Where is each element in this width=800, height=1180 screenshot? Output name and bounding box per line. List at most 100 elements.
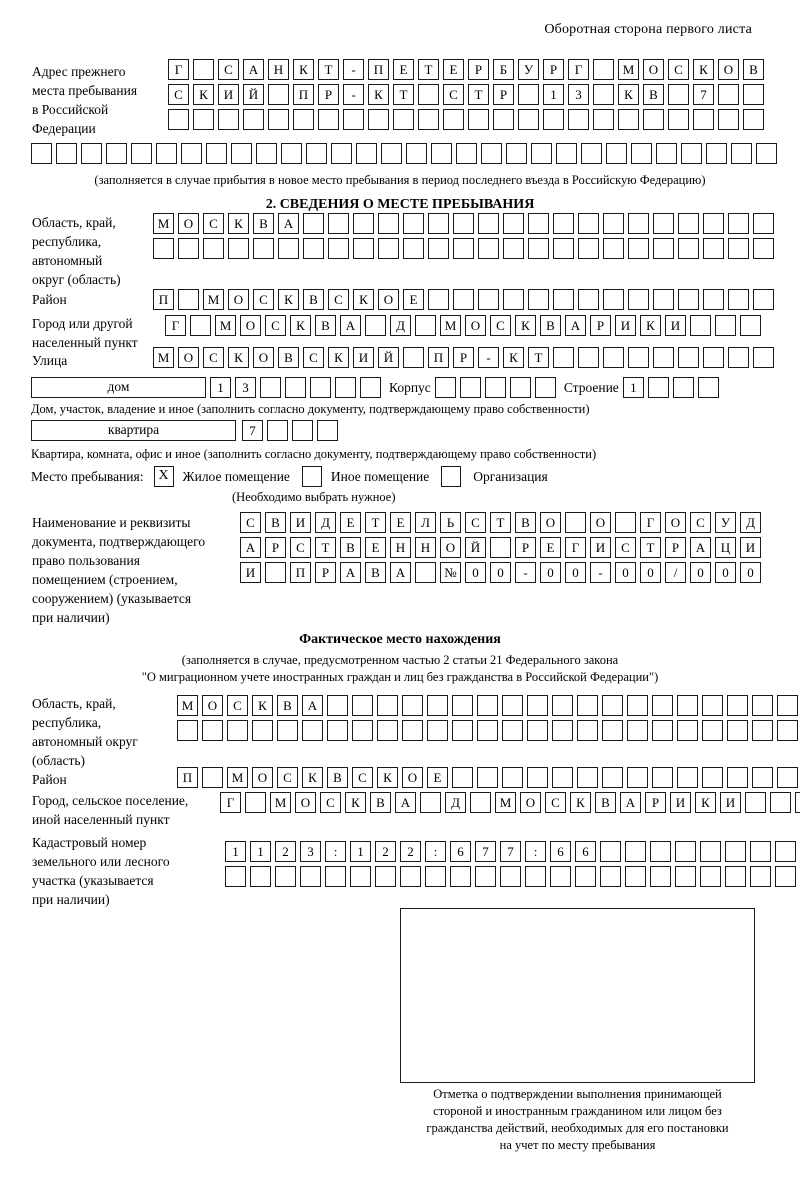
prev-address-row-1-cell-4[interactable]: А <box>243 59 264 80</box>
house-number-cells-cell-3[interactable] <box>260 377 281 398</box>
section2-city-row-1-cell-22[interactable] <box>690 315 711 336</box>
prev-address-row-2-cell-15[interactable] <box>518 84 539 105</box>
actual-district-row-1-cell-16[interactable] <box>552 767 573 788</box>
section2-district-row-1-cell-13[interactable] <box>453 289 474 310</box>
korpus-cells-cell-3[interactable] <box>484 377 506 398</box>
prev-address-row-2-cell-1[interactable]: С <box>168 84 189 105</box>
prev-address-row-1-cell-10[interactable]: Е <box>393 59 414 80</box>
actual-district-row-1-cell-20[interactable] <box>652 767 673 788</box>
actual-region-row-1-cell-3[interactable]: С <box>227 695 248 716</box>
actual-region-row-1-cell-7[interactable] <box>327 695 348 716</box>
document-row-2-cell-9[interactable]: О <box>440 537 461 558</box>
actual-region-row-2-cell-3[interactable] <box>227 720 248 741</box>
flat-number-cells-cell-3[interactable] <box>292 420 313 441</box>
prev-address-row-3-cell-20[interactable] <box>643 109 664 130</box>
actual-region-row-2-cell-2[interactable] <box>202 720 223 741</box>
prev-address-row-4-cell-28[interactable] <box>706 143 727 164</box>
document-row-2-cell-14[interactable]: Г <box>565 537 586 558</box>
korpus-cells-cell-4[interactable] <box>509 377 531 398</box>
actual-city-row-1-cell-6[interactable]: К <box>345 792 366 813</box>
document-row-1-cell-2[interactable]: В <box>265 512 286 533</box>
prev-address-row-1-cell-11[interactable]: Т <box>418 59 439 80</box>
section2-region-row-1-cell-3[interactable]: С <box>203 213 224 234</box>
document-row-3-cell-15[interactable]: - <box>590 562 611 583</box>
actual-region-row-2-cell-15[interactable] <box>527 720 548 741</box>
cadastral-row-2-cell-9[interactable] <box>425 866 446 887</box>
prev-address-row-2-cell-17[interactable]: 3 <box>568 84 589 105</box>
section2-region-row-2-cell-7[interactable] <box>303 238 324 259</box>
section2-region-row-1-cell-17[interactable] <box>553 213 574 234</box>
prev-address-row-3-cell-4[interactable] <box>243 109 264 130</box>
house-number-cells-cell-1[interactable]: 1 <box>210 377 231 398</box>
document-row-2-cell-19[interactable]: А <box>690 537 711 558</box>
section2-street-row-1-cell-23[interactable] <box>703 347 724 368</box>
section2-street-row-1-cell-1[interactable]: М <box>153 347 174 368</box>
document-row-2-cell-15[interactable]: И <box>590 537 611 558</box>
prev-address-row-4-cell-3[interactable] <box>81 143 102 164</box>
section2-district-row-1-cell-22[interactable] <box>678 289 699 310</box>
prev-address-row-1-cell-20[interactable]: О <box>643 59 664 80</box>
cadastral-row-1-cell-18[interactable] <box>650 841 671 862</box>
prev-address-row-1-cell-2[interactable] <box>193 59 214 80</box>
korpus-cells-cell-5[interactable] <box>534 377 556 398</box>
cadastral-row-2-cell-19[interactable] <box>675 866 696 887</box>
section2-city-row-1-cell-3[interactable]: М <box>215 315 236 336</box>
section2-region-row-2-cell-3[interactable] <box>203 238 224 259</box>
section2-street-row-1-cell-18[interactable] <box>578 347 599 368</box>
cadastral-row-1-cell-17[interactable] <box>625 841 646 862</box>
section2-street-row-1-cell-15[interactable]: К <box>503 347 524 368</box>
actual-district-row-1-cell-21[interactable] <box>677 767 698 788</box>
prev-address-row-4-cell-29[interactable] <box>731 143 752 164</box>
actual-region-row-2-cell-8[interactable] <box>352 720 373 741</box>
section2-district-row-1-cell-20[interactable] <box>628 289 649 310</box>
section2-district-row-1-cell-18[interactable] <box>578 289 599 310</box>
section2-region-row-2-cell-8[interactable] <box>328 238 349 259</box>
actual-region-row-2-cell-6[interactable] <box>302 720 323 741</box>
prev-address-row-1-cell-21[interactable]: С <box>668 59 689 80</box>
actual-region-row-2-cell-5[interactable] <box>277 720 298 741</box>
document-row-2-cell-5[interactable]: В <box>340 537 361 558</box>
prev-address-row-1-cell-12[interactable]: Е <box>443 59 464 80</box>
prev-address-row-3-cell-18[interactable] <box>593 109 614 130</box>
flat-number-cells-cell-1[interactable]: 7 <box>242 420 263 441</box>
prev-address-row-4-cell-25[interactable] <box>631 143 652 164</box>
actual-district-row-1-cell-4[interactable]: О <box>252 767 273 788</box>
document-row-3-cell-4[interactable]: Р <box>315 562 336 583</box>
section2-region-row-1-cell-4[interactable]: К <box>228 213 249 234</box>
prev-address-row-2-cell-2[interactable]: К <box>193 84 214 105</box>
section2-city-row-1-cell-12[interactable]: М <box>440 315 461 336</box>
cadastral-row-2-cell-13[interactable] <box>525 866 546 887</box>
document-row-1-cell-18[interactable]: О <box>665 512 686 533</box>
prev-address-row-4-cell-21[interactable] <box>531 143 552 164</box>
document-row-2-cell-6[interactable]: Е <box>365 537 386 558</box>
actual-city-row-1-cell-14[interactable]: С <box>545 792 566 813</box>
actual-region-row-1-cell-25[interactable] <box>777 695 798 716</box>
document-row-1-cell-20[interactable]: У <box>715 512 736 533</box>
prev-address-row-4-cell-18[interactable] <box>456 143 477 164</box>
actual-city-row-1-cell-12[interactable]: М <box>495 792 516 813</box>
prev-address-row-3-cell-16[interactable] <box>543 109 564 130</box>
document-row-1-cell-16[interactable] <box>615 512 636 533</box>
section2-district-row-1-cell-5[interactable]: С <box>253 289 274 310</box>
section2-region-row-1-cell-20[interactable] <box>628 213 649 234</box>
section2-city-row-1-cell-10[interactable]: Д <box>390 315 411 336</box>
document-row-3-cell-17[interactable]: 0 <box>640 562 661 583</box>
prev-address-row-2-cell-22[interactable]: 7 <box>693 84 714 105</box>
cadastral-row-1-cell-22[interactable] <box>750 841 771 862</box>
actual-district-row-1-cell-11[interactable]: Е <box>427 767 448 788</box>
section2-city-row-1-cell-5[interactable]: С <box>265 315 286 336</box>
actual-region-row-2-cell-7[interactable] <box>327 720 348 741</box>
actual-city-row-1-cell-22[interactable] <box>745 792 766 813</box>
house-number-cells-cell-5[interactable] <box>310 377 331 398</box>
section2-street-row-1-cell-9[interactable]: И <box>353 347 374 368</box>
section2-region-row-2-cell-11[interactable] <box>403 238 424 259</box>
cadastral-row-1-cell-9[interactable]: : <box>425 841 446 862</box>
section2-district-row-1-cell-25[interactable] <box>753 289 774 310</box>
section2-region-row-2-cell-21[interactable] <box>653 238 674 259</box>
actual-city-row-1-cell-5[interactable]: С <box>320 792 341 813</box>
section2-street-row-1-cell-24[interactable] <box>728 347 749 368</box>
section2-region-row-2-cell-25[interactable] <box>753 238 774 259</box>
actual-region-row-1-cell-10[interactable] <box>402 695 423 716</box>
document-row-1-cell-7[interactable]: Е <box>390 512 411 533</box>
